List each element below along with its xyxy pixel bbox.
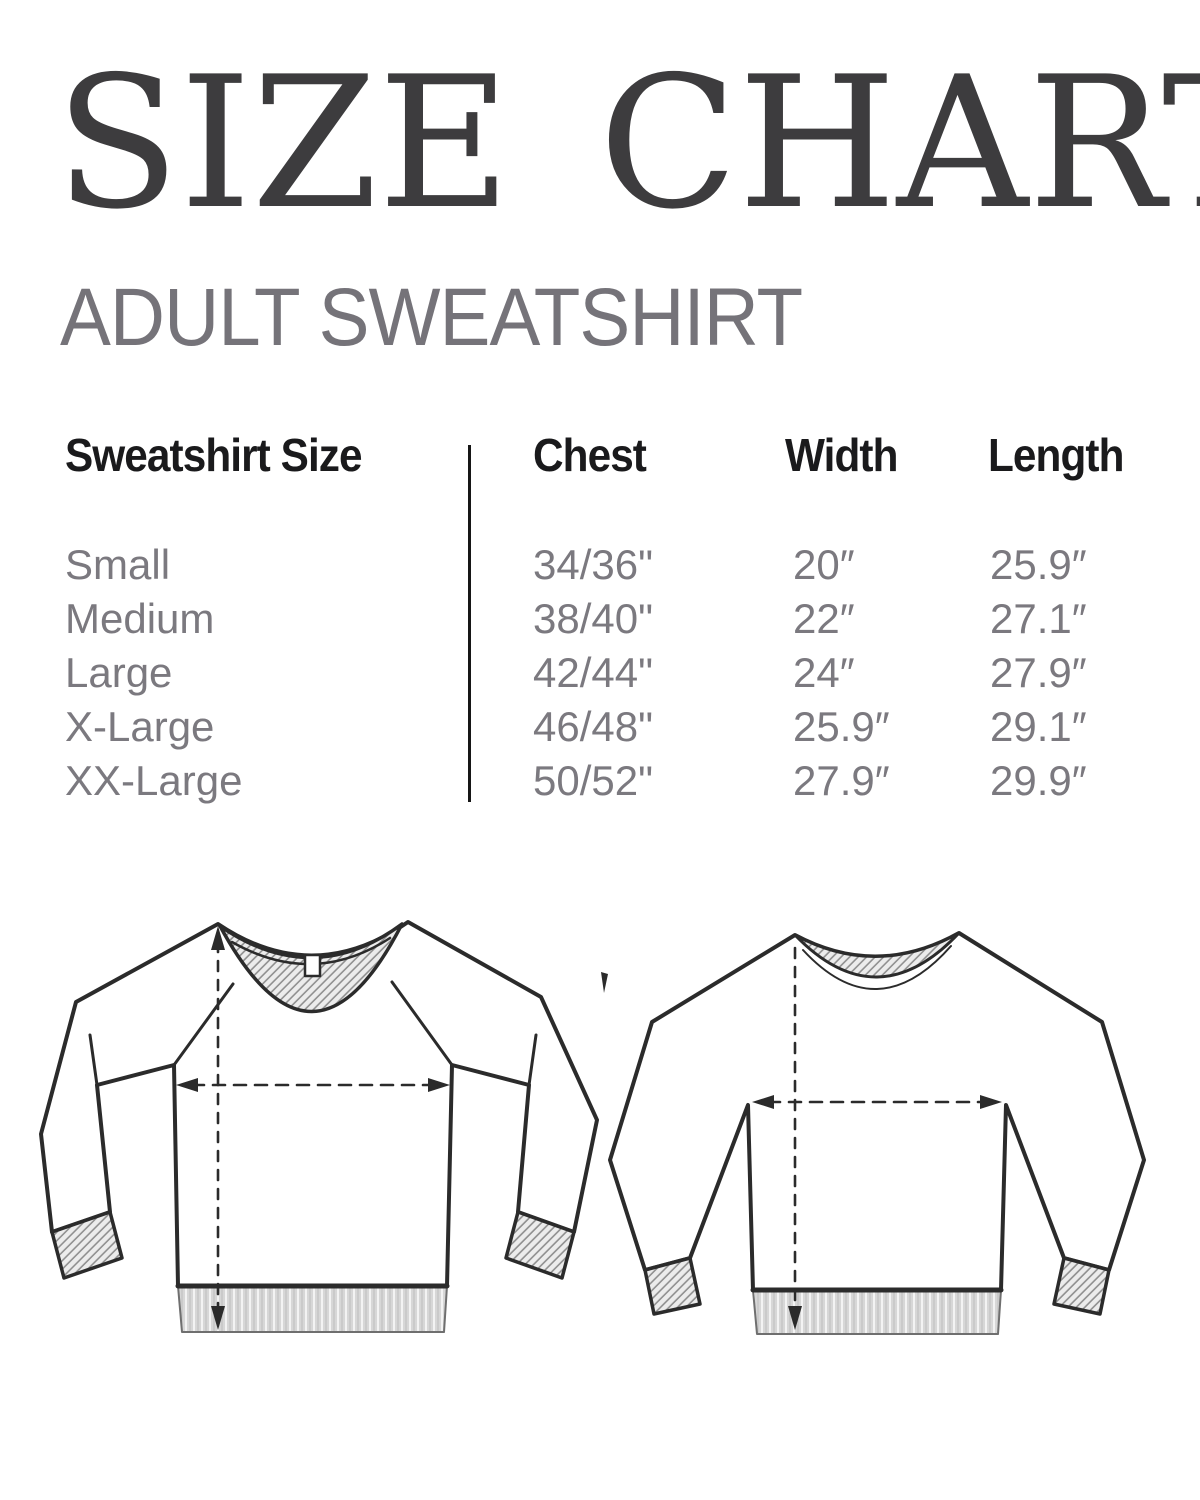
front-sleeve-seam-right xyxy=(527,1033,538,1087)
stray-mark xyxy=(601,972,608,993)
column-header-chest: Chest xyxy=(533,429,647,481)
table-row: XX-Large 50/52" 27.9″ 29.9″ xyxy=(0,760,1200,814)
table-row: Medium 38/40" 22″ 27.1″ xyxy=(0,598,1200,652)
sweatshirt-front-icon xyxy=(39,920,599,1333)
front-sleeve-seam-left xyxy=(88,1033,99,1087)
size-cell: XX-Large xyxy=(65,757,243,804)
front-raglan-seam-left xyxy=(172,982,235,1067)
back-cuff-right xyxy=(1052,1256,1111,1316)
chest-cell: 34/36" xyxy=(533,541,654,588)
page-subtitle: ADULT SWEATSHIRT xyxy=(60,272,803,363)
size-cell: X-Large xyxy=(65,703,215,750)
column-header-size: Sweatshirt Size xyxy=(65,429,363,481)
chest-cell: 38/40" xyxy=(533,595,654,642)
size-cell: Medium xyxy=(65,595,215,642)
chest-cell: 42/44" xyxy=(533,649,654,696)
length-cell: 27.1″ xyxy=(990,595,1087,642)
size-cell: Small xyxy=(65,541,171,588)
back-neck-seam xyxy=(802,945,952,990)
front-width-measure-arrow xyxy=(176,1078,450,1092)
front-cuff-left xyxy=(50,1210,124,1280)
front-cuff-right xyxy=(504,1210,576,1280)
page-title: SIZE CHART xyxy=(55,37,1200,249)
sweatshirt-back-icon xyxy=(608,931,1146,1335)
chest-cell: 50/52" xyxy=(533,757,654,804)
width-cell: 24″ xyxy=(793,649,855,696)
length-cell: 25.9″ xyxy=(990,541,1087,588)
length-cell: 29.9″ xyxy=(990,757,1087,804)
back-body-outline xyxy=(608,931,1146,1292)
width-cell: 25.9″ xyxy=(793,703,890,750)
back-width-measure-arrow xyxy=(752,1095,1002,1109)
width-cell: 22″ xyxy=(793,595,855,642)
size-cell: Large xyxy=(65,649,173,696)
table-row: Small 34/36" 20″ 25.9″ xyxy=(0,544,1200,598)
column-header-length: Length xyxy=(988,429,1124,481)
table-row: X-Large 46/48" 25.9″ 29.1″ xyxy=(0,706,1200,760)
back-length-measure-arrow xyxy=(788,946,802,1330)
width-cell: 27.9″ xyxy=(793,757,890,804)
size-table: Sweatshirt Size Chest Width Length Small… xyxy=(0,429,1200,814)
width-cell: 20″ xyxy=(793,541,855,588)
back-cuff-left xyxy=(643,1256,702,1316)
length-cell: 27.9″ xyxy=(990,649,1087,696)
length-cell: 29.1″ xyxy=(990,703,1087,750)
front-length-measure-arrow xyxy=(211,926,225,1330)
chest-cell: 46/48" xyxy=(533,703,654,750)
column-header-width: Width xyxy=(785,429,898,481)
front-raglan-seam-right xyxy=(390,980,454,1067)
sweatshirt-diagrams xyxy=(39,920,1146,1335)
front-neck-tag xyxy=(303,953,322,978)
column-divider-line xyxy=(468,445,471,802)
front-body-outline xyxy=(39,920,599,1288)
back-collar xyxy=(793,931,961,979)
table-row: Large 42/44" 24″ 27.9″ xyxy=(0,652,1200,706)
